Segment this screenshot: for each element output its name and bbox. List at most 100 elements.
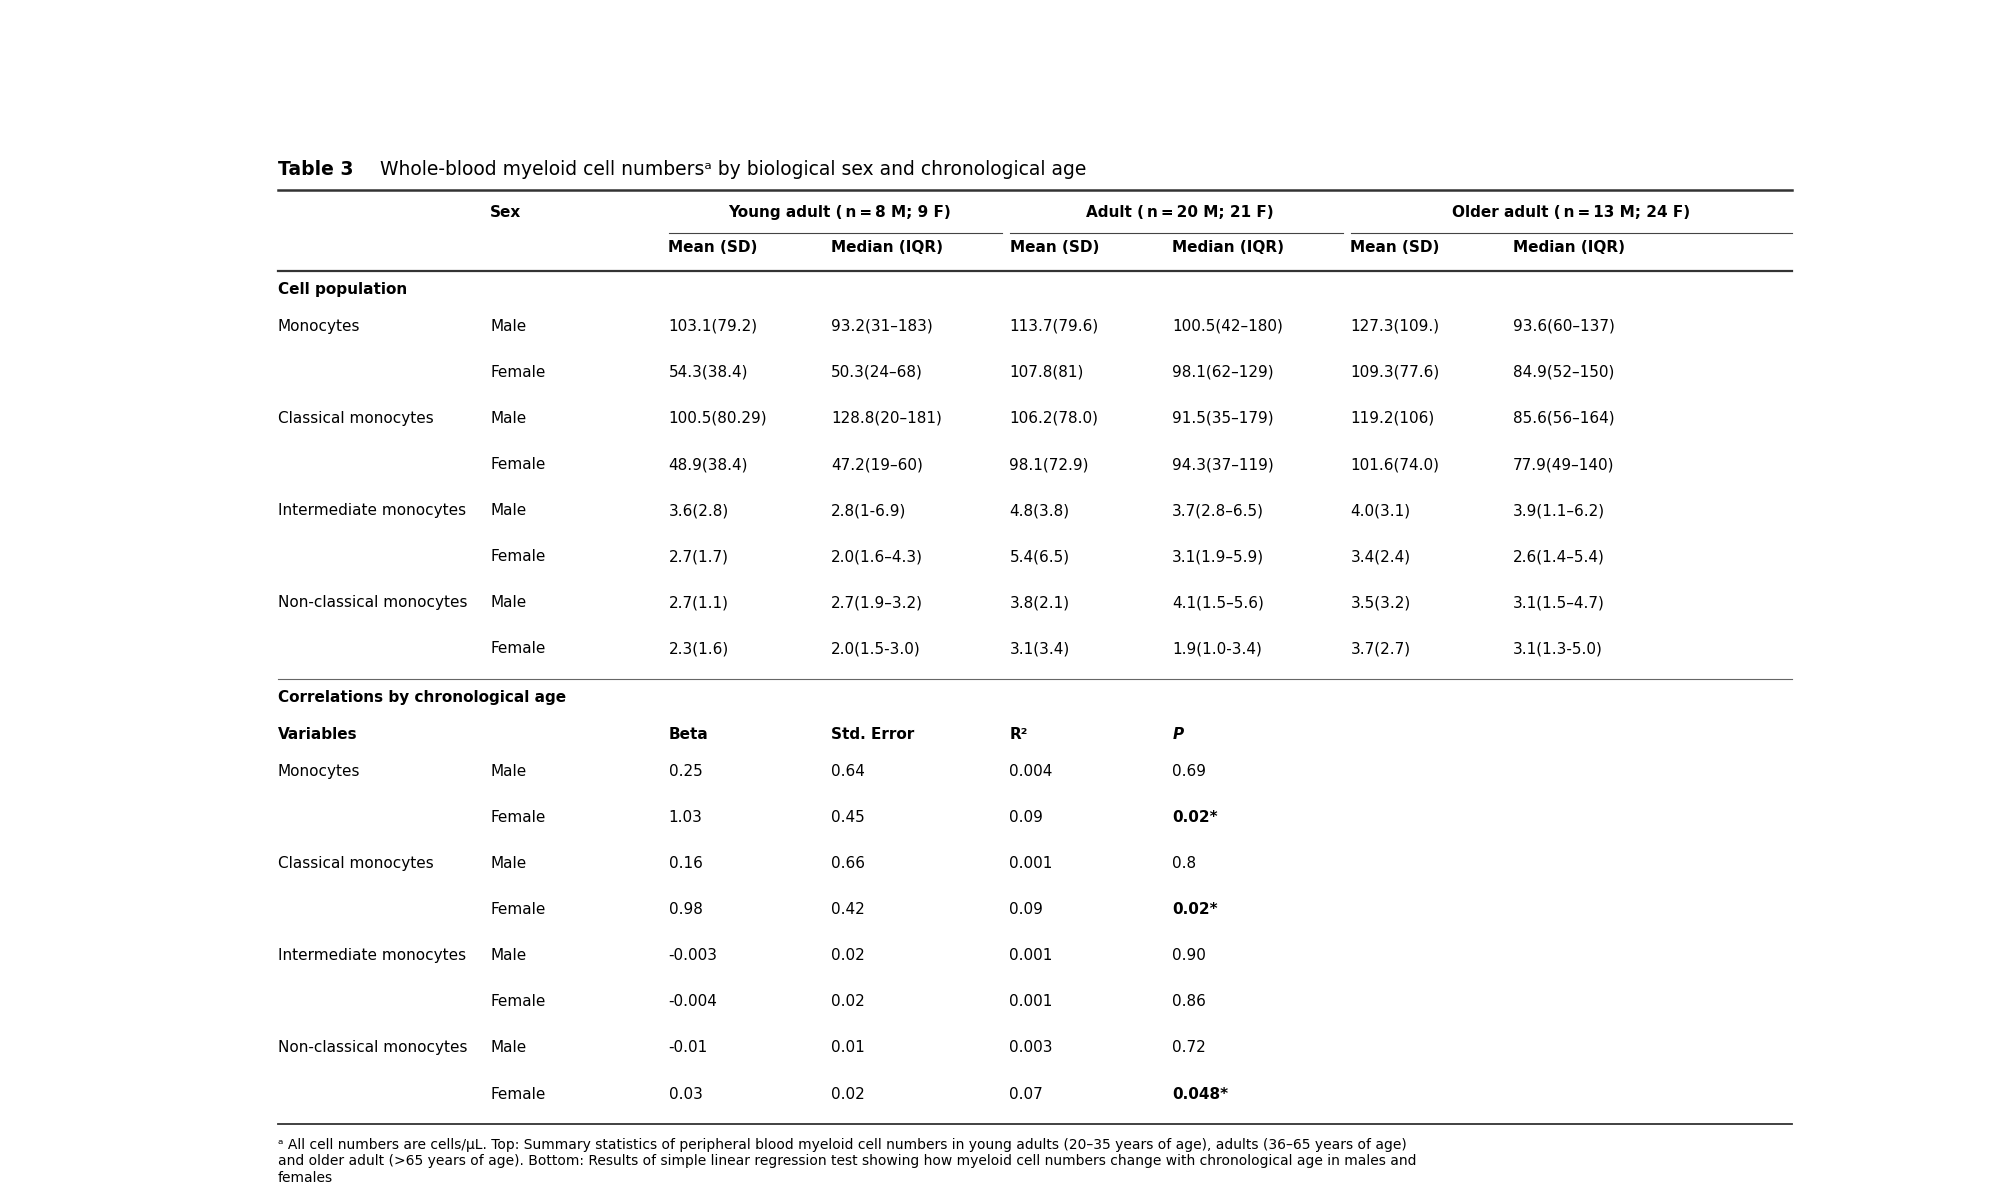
Text: Male: Male	[490, 1040, 526, 1056]
Text: 98.1(62–129): 98.1(62–129)	[1172, 365, 1274, 379]
Text: 0.02: 0.02	[832, 948, 864, 964]
Text: 3.7(2.7): 3.7(2.7)	[1350, 642, 1410, 656]
Text: 113.7(79.6): 113.7(79.6)	[1010, 318, 1098, 334]
Text: 3.7(2.8–6.5): 3.7(2.8–6.5)	[1172, 503, 1264, 518]
Text: 100.5(80.29): 100.5(80.29)	[668, 411, 768, 426]
Text: 0.09: 0.09	[1010, 903, 1044, 917]
Text: 101.6(74.0): 101.6(74.0)	[1350, 457, 1440, 472]
Text: Female: Female	[490, 642, 546, 656]
Text: 0.69: 0.69	[1172, 764, 1206, 779]
Text: 109.3(77.6): 109.3(77.6)	[1350, 365, 1440, 379]
Text: 5.4(6.5): 5.4(6.5)	[1010, 549, 1070, 564]
Text: Male: Male	[490, 411, 526, 426]
Text: 0.8: 0.8	[1172, 856, 1196, 871]
Text: 2.8(1-6.9): 2.8(1-6.9)	[832, 503, 906, 518]
Text: 2.7(1.9–3.2): 2.7(1.9–3.2)	[832, 595, 924, 610]
Text: 3.9(1.1–6.2): 3.9(1.1–6.2)	[1514, 503, 1606, 518]
Text: Table 3: Table 3	[278, 159, 354, 178]
Text: Median (IQR): Median (IQR)	[1172, 241, 1284, 255]
Text: 0.64: 0.64	[832, 764, 866, 779]
Text: 54.3(38.4): 54.3(38.4)	[668, 365, 748, 379]
Text: 0.02*: 0.02*	[1172, 903, 1218, 917]
Text: -0.003: -0.003	[668, 948, 718, 964]
Text: 0.001: 0.001	[1010, 995, 1052, 1009]
Text: R²: R²	[1010, 727, 1028, 742]
Text: Intermediate monocytes: Intermediate monocytes	[278, 503, 466, 518]
Text: 0.048*: 0.048*	[1172, 1087, 1228, 1101]
Text: -0.01: -0.01	[668, 1040, 708, 1056]
Text: 3.1(1.3-5.0): 3.1(1.3-5.0)	[1514, 642, 1604, 656]
Text: 4.1(1.5–5.6): 4.1(1.5–5.6)	[1172, 595, 1264, 610]
Text: 0.01: 0.01	[832, 1040, 864, 1056]
Text: 100.5(42–180): 100.5(42–180)	[1172, 318, 1284, 334]
Text: Female: Female	[490, 810, 546, 825]
Text: 0.16: 0.16	[668, 856, 702, 871]
Text: 128.8(20–181): 128.8(20–181)	[832, 411, 942, 426]
Text: Male: Male	[490, 595, 526, 610]
Text: 2.0(1.5-3.0): 2.0(1.5-3.0)	[832, 642, 920, 656]
Text: 3.4(2.4): 3.4(2.4)	[1350, 549, 1410, 564]
Text: 103.1(79.2): 103.1(79.2)	[668, 318, 758, 334]
Text: Cell population: Cell population	[278, 282, 408, 297]
Text: 2.7(1.7): 2.7(1.7)	[668, 549, 728, 564]
Text: Older adult ( n = 13 M; 24 F): Older adult ( n = 13 M; 24 F)	[1452, 206, 1690, 220]
Text: Monocytes: Monocytes	[278, 318, 360, 334]
Text: 98.1(72.9): 98.1(72.9)	[1010, 457, 1088, 472]
Text: Female: Female	[490, 549, 546, 564]
Text: Mean (SD): Mean (SD)	[668, 241, 758, 255]
Text: Variables: Variables	[278, 727, 358, 742]
Text: Non-classical monocytes: Non-classical monocytes	[278, 1040, 468, 1056]
Text: Classical monocytes: Classical monocytes	[278, 856, 434, 871]
Text: 3.1(3.4): 3.1(3.4)	[1010, 642, 1070, 656]
Text: Mean (SD): Mean (SD)	[1010, 241, 1098, 255]
Text: 0.02: 0.02	[832, 1087, 864, 1101]
Text: 84.9(52–150): 84.9(52–150)	[1514, 365, 1614, 379]
Text: 0.45: 0.45	[832, 810, 864, 825]
Text: 106.2(78.0): 106.2(78.0)	[1010, 411, 1098, 426]
Text: Intermediate monocytes: Intermediate monocytes	[278, 948, 466, 964]
Text: 2.0(1.6–4.3): 2.0(1.6–4.3)	[832, 549, 924, 564]
Text: 0.02: 0.02	[832, 995, 864, 1009]
Text: Male: Male	[490, 318, 526, 334]
Text: -0.004: -0.004	[668, 995, 718, 1009]
Text: 0.90: 0.90	[1172, 948, 1206, 964]
Text: 93.2(31–183): 93.2(31–183)	[832, 318, 932, 334]
Text: 0.001: 0.001	[1010, 856, 1052, 871]
Text: 93.6(60–137): 93.6(60–137)	[1514, 318, 1616, 334]
Text: Beta: Beta	[668, 727, 708, 742]
Text: 0.72: 0.72	[1172, 1040, 1206, 1056]
Text: 0.98: 0.98	[668, 903, 702, 917]
Text: 85.6(56–164): 85.6(56–164)	[1514, 411, 1614, 426]
Text: Whole-blood myeloid cell numbersᵃ by biological sex and chronological age: Whole-blood myeloid cell numbersᵃ by bio…	[374, 159, 1086, 178]
Text: Std. Error: Std. Error	[832, 727, 914, 742]
Text: 0.004: 0.004	[1010, 764, 1052, 779]
Text: 50.3(24–68): 50.3(24–68)	[832, 365, 924, 379]
Text: 4.0(3.1): 4.0(3.1)	[1350, 503, 1410, 518]
Text: 0.003: 0.003	[1010, 1040, 1052, 1056]
Text: 0.001: 0.001	[1010, 948, 1052, 964]
Text: 77.9(49–140): 77.9(49–140)	[1514, 457, 1614, 472]
Text: 1.03: 1.03	[668, 810, 702, 825]
Text: Male: Male	[490, 856, 526, 871]
Text: Classical monocytes: Classical monocytes	[278, 411, 434, 426]
Text: 3.5(3.2): 3.5(3.2)	[1350, 595, 1410, 610]
Text: Correlations by chronological age: Correlations by chronological age	[278, 691, 566, 705]
Text: 4.8(3.8): 4.8(3.8)	[1010, 503, 1070, 518]
Text: 119.2(106): 119.2(106)	[1350, 411, 1434, 426]
Text: Median (IQR): Median (IQR)	[832, 241, 944, 255]
Text: Female: Female	[490, 903, 546, 917]
Text: Female: Female	[490, 995, 546, 1009]
Text: Median (IQR): Median (IQR)	[1514, 241, 1626, 255]
Text: 107.8(81): 107.8(81)	[1010, 365, 1084, 379]
Text: Young adult ( n = 8 M; 9 F): Young adult ( n = 8 M; 9 F)	[728, 206, 950, 220]
Text: 2.6(1.4–5.4): 2.6(1.4–5.4)	[1514, 549, 1606, 564]
Text: 3.1(1.5–4.7): 3.1(1.5–4.7)	[1514, 595, 1606, 610]
Text: 127.3(109.): 127.3(109.)	[1350, 318, 1440, 334]
Text: Adult ( n = 20 M; 21 F): Adult ( n = 20 M; 21 F)	[1086, 206, 1274, 220]
Text: 0.86: 0.86	[1172, 995, 1206, 1009]
Text: Female: Female	[490, 1087, 546, 1101]
Text: 0.07: 0.07	[1010, 1087, 1044, 1101]
Text: 0.25: 0.25	[668, 764, 702, 779]
Text: 47.2(19–60): 47.2(19–60)	[832, 457, 924, 472]
Text: 2.7(1.1): 2.7(1.1)	[668, 595, 728, 610]
